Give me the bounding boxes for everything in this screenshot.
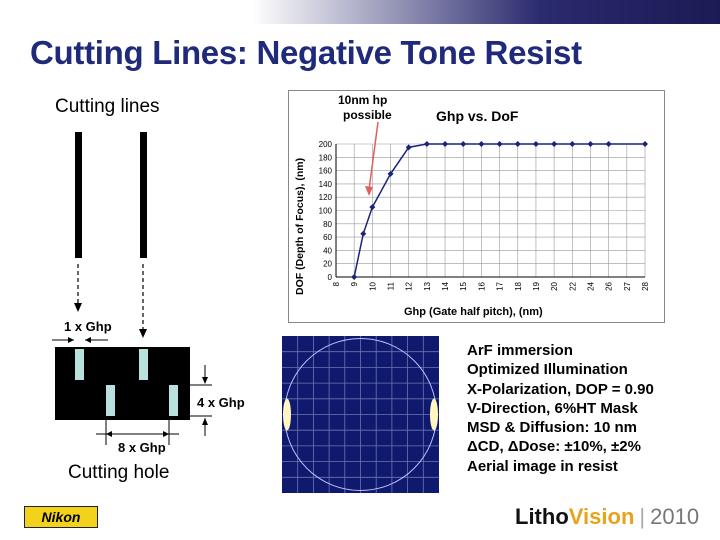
y-tick-label: 180 [319, 153, 333, 162]
y-tick-label: 80 [323, 220, 332, 229]
data-point [496, 141, 503, 147]
x-axis-label: Ghp (Gate half pitch), (nm) [404, 306, 543, 318]
condition-line: Optimized Illumination [467, 361, 628, 379]
dim-1x-label: 1 x Ghp [64, 319, 112, 334]
cutting-hole [106, 385, 115, 416]
y-tick-label: 120 [319, 193, 333, 202]
brand-litho: Litho [515, 504, 569, 529]
dim-8x-arrows [96, 418, 179, 445]
dashed-arrow-right [139, 264, 147, 338]
cutting-line-1 [75, 132, 82, 258]
top-gradient-bar [0, 0, 720, 24]
data-point [360, 230, 367, 237]
chart-frame [288, 90, 665, 323]
x-tick-label: 11 [387, 281, 396, 290]
illumination-pole [430, 398, 438, 431]
condition-line: ArF immersion [467, 342, 573, 359]
condition-line: ΔCD, ΔDose: ±10%, ±2% [467, 438, 641, 456]
x-tick-label: 28 [641, 281, 650, 290]
y-tick-label: 0 [328, 273, 333, 282]
x-tick-label: 10 [368, 281, 377, 290]
dof-chart: 0 20 40 60 80 100 120 140 160 180 200 8 9 10 11 12 13 14 1… [294, 93, 650, 318]
brand-vision: Vision [568, 504, 635, 529]
annotation-arrow [365, 121, 379, 196]
x-tick-label: 19 [532, 281, 541, 290]
x-tick-label: 26 [605, 281, 614, 290]
x-tick-label: 22 [568, 281, 577, 290]
x-tick-label: 14 [441, 281, 450, 290]
y-tick-label: 60 [323, 233, 332, 242]
data-point [551, 141, 558, 147]
data-point [460, 141, 467, 147]
data-point [514, 141, 521, 147]
cutting-hole-label: Cutting hole [68, 462, 170, 483]
cutting-hole [75, 349, 84, 380]
x-tick-label: 20 [550, 281, 559, 290]
x-tick-label: 18 [514, 281, 523, 290]
condition-line: X-Polarization, DOP = 0.90 [467, 380, 654, 398]
x-tick-label: 24 [586, 281, 595, 290]
x-tick-label: 8 [332, 281, 341, 286]
slide-title: Cutting Lines: Negative Tone Resist [30, 34, 582, 71]
data-point [587, 141, 594, 147]
data-point [351, 274, 358, 280]
x-tick-label: 9 [350, 281, 359, 286]
y-tick-label: 100 [319, 207, 333, 216]
x-tick-label: 17 [496, 281, 505, 290]
y-tick-label: 160 [319, 167, 333, 176]
data-point [605, 141, 612, 147]
conditions-list: ArF immersion Optimized Illumination X-P… [467, 341, 654, 476]
data-point [442, 141, 449, 147]
lithovision-logo: LithoVision | 2010 [515, 504, 699, 530]
data-point [423, 141, 430, 147]
cutting-hole [139, 349, 148, 380]
cutting-hole [169, 385, 178, 416]
nikon-logo: Nikon [24, 506, 98, 528]
data-point [532, 141, 539, 147]
cutting-line-2 [140, 132, 147, 258]
x-tick-label: 15 [459, 281, 468, 290]
brand-year: 2010 [650, 504, 700, 529]
data-point [478, 141, 485, 147]
y-tick-label: 40 [323, 246, 332, 255]
chart-title: Ghp vs. DoF [436, 108, 519, 124]
y-tick-label: 20 [323, 260, 332, 269]
data-point [405, 144, 412, 151]
data-point [642, 141, 648, 147]
aerial-image [282, 336, 439, 493]
dim-1x-arrows [52, 337, 108, 343]
x-tick-label: 13 [423, 281, 432, 290]
y-axis-label: DOF (Depth of Focus), (nm) [294, 158, 306, 295]
y-tick-label: 140 [319, 180, 333, 189]
x-tick-label: 16 [477, 281, 486, 290]
condition-line: V-Direction, 6%HT Mask [467, 399, 638, 417]
condition-line: MSD & Diffusion: 10 nm [467, 419, 638, 437]
data-point [369, 204, 376, 211]
x-tick-label: 27 [623, 281, 632, 290]
dim-4x-label: 4 x Ghp [197, 395, 245, 410]
x-tick-label: 12 [405, 281, 414, 290]
dim-4x-arrows [178, 365, 212, 436]
illumination-pole [283, 398, 291, 431]
brand-separator: | [639, 504, 646, 529]
dashed-arrow-left [74, 264, 82, 312]
condition-line: Aerial image in resist [467, 457, 618, 475]
cutting-lines-label: Cutting lines [55, 96, 160, 117]
annotation-line2: possible [343, 108, 392, 122]
dim-8x-label: 8 x Ghp [118, 440, 166, 455]
aerial-image-svg [282, 336, 439, 493]
data-point [387, 170, 394, 177]
y-tick-label: 200 [319, 140, 333, 149]
annotation-line1: 10nm hp [338, 93, 387, 107]
data-point [569, 141, 576, 147]
